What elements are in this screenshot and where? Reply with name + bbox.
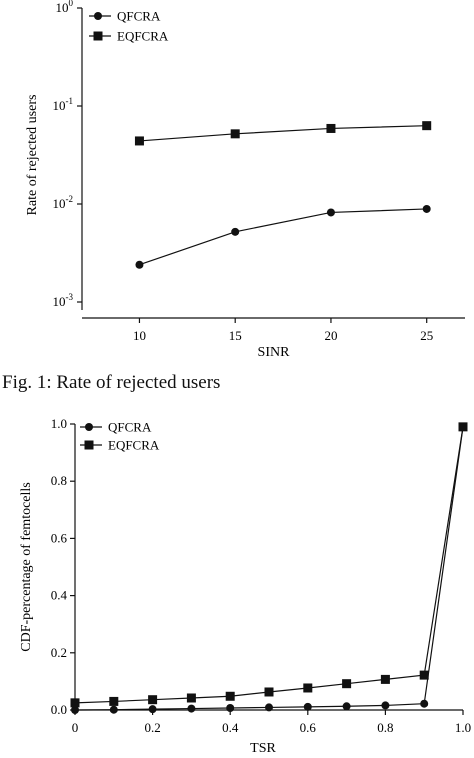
data-point-qfcra bbox=[342, 702, 351, 711]
data-point-eqfcra bbox=[230, 129, 240, 139]
x-tick-label: 15 bbox=[229, 328, 242, 343]
data-point-qfcra bbox=[187, 704, 196, 713]
legend-marker-eqfcra bbox=[93, 31, 103, 41]
data-point-eqfcra bbox=[419, 670, 429, 680]
data-point-eqfcra bbox=[186, 693, 196, 703]
y-tick-label: 10-3 bbox=[53, 292, 74, 309]
data-point-qfcra bbox=[326, 208, 335, 217]
y-tick-label: 1.0 bbox=[51, 416, 67, 431]
data-point-eqfcra bbox=[225, 691, 235, 701]
y-tick-label: 0.6 bbox=[51, 530, 68, 545]
legend-marker-qfcra bbox=[94, 12, 102, 20]
y-tick-label: 0.2 bbox=[51, 645, 67, 660]
data-point-eqfcra bbox=[380, 674, 390, 684]
x-tick-label: 25 bbox=[420, 328, 433, 343]
y-axis-label: CDF-percentage of femtocells bbox=[19, 482, 34, 652]
data-point-qfcra bbox=[422, 204, 431, 213]
data-point-qfcra bbox=[109, 705, 118, 714]
x-tick-label: 1.0 bbox=[455, 720, 471, 735]
x-tick-label: 0.6 bbox=[300, 720, 317, 735]
data-point-qfcra bbox=[265, 703, 273, 712]
data-point-qfcra bbox=[303, 702, 312, 711]
legend-label-qfcra: QFCRA bbox=[117, 9, 161, 24]
y-tick-label: 0.0 bbox=[51, 702, 67, 717]
data-point-eqfcra bbox=[148, 695, 158, 705]
x-axis-label: TSR bbox=[250, 741, 276, 756]
series-line-eqfcra bbox=[139, 125, 427, 142]
series-line-qfcra bbox=[74, 426, 464, 711]
x-tick-label: 20 bbox=[324, 328, 337, 343]
x-axis-label: SINR bbox=[258, 345, 291, 360]
series-line-qfcra bbox=[139, 208, 427, 266]
data-point-qfcra bbox=[420, 699, 429, 708]
y-tick-label: 100 bbox=[56, 0, 74, 15]
y-tick-label: 0.8 bbox=[51, 473, 67, 488]
data-point-qfcra bbox=[71, 706, 79, 714]
chart-rejected-users: 10-3 10-2 10-1 100 10 15 20 25 SINR Rate of rejec… bbox=[25, 0, 465, 360]
data-point-eqfcra bbox=[303, 683, 313, 693]
data-point-eqfcra bbox=[70, 698, 80, 708]
data-point-eqfcra bbox=[264, 687, 274, 697]
data-point-qfcra bbox=[135, 260, 144, 269]
x-tick-label: 0 bbox=[72, 720, 79, 735]
x-tick-label: 0.8 bbox=[377, 720, 393, 735]
legend-marker-qfcra bbox=[85, 423, 93, 431]
data-point-eqfcra bbox=[326, 123, 336, 133]
legend-marker-eqfcra bbox=[84, 440, 94, 450]
y-axis-label: Rate of rejected users bbox=[25, 95, 40, 216]
x-tick-label: 0.4 bbox=[222, 720, 239, 735]
data-point-eqfcra bbox=[342, 679, 352, 689]
data-point-qfcra bbox=[226, 703, 235, 712]
data-point-qfcra bbox=[381, 701, 390, 710]
y-tick-label: 10-2 bbox=[53, 194, 74, 211]
data-point-qfcra bbox=[148, 705, 157, 714]
legend-label-qfcra: QFCRA bbox=[108, 420, 152, 435]
data-point-qfcra bbox=[459, 422, 467, 431]
data-point-eqfcra bbox=[458, 422, 468, 432]
figure-caption: Fig. 1: Rate of rejected users bbox=[2, 372, 221, 393]
legend-label-eqfcra: EQFCRA bbox=[117, 29, 169, 44]
x-tick-label: 0.2 bbox=[144, 720, 160, 735]
x-tick-label: 10 bbox=[133, 328, 146, 343]
y-tick-label: 0.4 bbox=[51, 588, 68, 603]
legend-label-eqfcra: EQFCRA bbox=[108, 438, 160, 453]
data-point-qfcra bbox=[231, 227, 240, 236]
series-line-eqfcra bbox=[74, 426, 464, 704]
y-tick-label: 10-1 bbox=[53, 96, 74, 113]
data-point-eqfcra bbox=[422, 121, 432, 131]
data-point-eqfcra bbox=[109, 696, 119, 706]
data-point-eqfcra bbox=[134, 136, 144, 146]
